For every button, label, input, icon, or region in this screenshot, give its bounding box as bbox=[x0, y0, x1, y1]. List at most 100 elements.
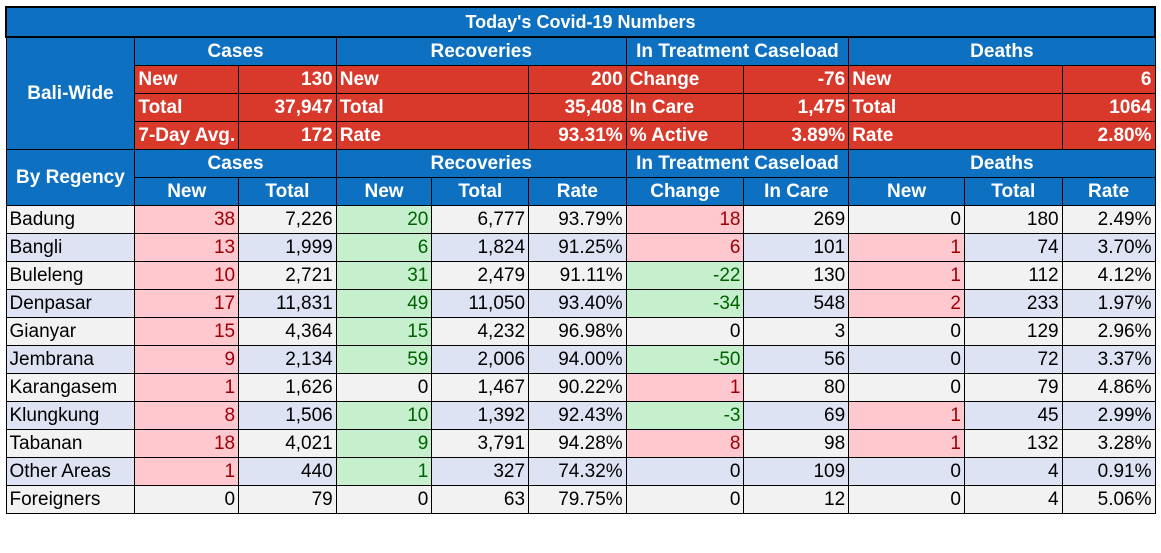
cases-total-cell: 440 bbox=[238, 457, 337, 486]
deaths-total-cell: 72 bbox=[963, 345, 1063, 374]
recovery-rate-cell: 79.75% bbox=[528, 485, 627, 514]
caseload-change-cell: -3 bbox=[625, 401, 745, 430]
regency-name: Klungkung bbox=[5, 401, 136, 430]
deaths-total-cell: 4 bbox=[963, 485, 1063, 514]
summary-value: 1064 bbox=[1061, 93, 1156, 122]
table-row: Jembrana 9 2,134 59 2,006 94.00% -50 56 0 72 3.37% bbox=[5, 345, 1156, 374]
regency-name: Buleleng bbox=[5, 261, 136, 290]
table-row: Tabanan 18 4,021 9 3,791 94.28% 8 98 1 132 3.28% bbox=[5, 429, 1156, 458]
cases-new-cell: 18 bbox=[134, 429, 240, 458]
deaths-new-cell: 1 bbox=[848, 233, 965, 262]
death-rate-cell: 5.06% bbox=[1061, 485, 1156, 514]
recoveries-new-cell: 15 bbox=[335, 317, 433, 346]
cases-total-cell: 2,134 bbox=[238, 345, 337, 374]
table-title: Today's Covid-19 Numbers bbox=[5, 6, 1156, 38]
regency-name: Foreigners bbox=[5, 485, 136, 514]
column-header: Rate bbox=[528, 177, 627, 206]
by-regency-label: By Regency bbox=[5, 149, 136, 206]
regency-name: Karangasem bbox=[5, 373, 136, 402]
death-rate-cell: 0.91% bbox=[1061, 457, 1156, 486]
regency-name: Jembrana bbox=[5, 345, 136, 374]
regency-name: Other Areas bbox=[5, 457, 136, 486]
section-header-cases: Cases bbox=[134, 36, 337, 66]
deaths-total-cell: 79 bbox=[963, 373, 1063, 402]
deaths-new-cell: 1 bbox=[848, 429, 965, 458]
summary-value: 2.80% bbox=[1061, 121, 1156, 150]
regency-name: Bangli bbox=[5, 233, 136, 262]
cases-total-cell: 2,721 bbox=[238, 261, 337, 290]
regency-name: Denpasar bbox=[5, 289, 136, 318]
caseload-change-cell: 18 bbox=[625, 205, 745, 234]
summary-value: 93.31% bbox=[528, 121, 627, 150]
deaths-new-cell: 0 bbox=[848, 345, 965, 374]
cases-total-cell: 1,999 bbox=[238, 233, 337, 262]
cases-total-cell: 4,021 bbox=[238, 429, 337, 458]
section-header-deaths: Deaths bbox=[848, 36, 1156, 66]
column-header: New bbox=[848, 177, 965, 206]
column-header: Rate bbox=[1061, 177, 1156, 206]
cases-new-cell: 0 bbox=[134, 485, 240, 514]
summary-value: 3.89% bbox=[743, 121, 850, 150]
recoveries-total-cell: 2,006 bbox=[431, 345, 530, 374]
cases-new-cell: 17 bbox=[134, 289, 240, 318]
deaths-new-cell: 0 bbox=[848, 485, 965, 514]
recoveries-total-cell: 1,467 bbox=[431, 373, 530, 402]
table-row: Other Areas 1 440 1 327 74.32% 0 109 0 4 0.91% bbox=[5, 457, 1156, 486]
cases-new-cell: 10 bbox=[134, 261, 240, 290]
section-header-recoveries: Recoveries bbox=[335, 149, 627, 178]
in-care-cell: 101 bbox=[743, 233, 850, 262]
recovery-rate-cell: 93.40% bbox=[528, 289, 627, 318]
column-header: New bbox=[335, 177, 433, 206]
in-care-cell: 69 bbox=[743, 401, 850, 430]
deaths-total-cell: 233 bbox=[963, 289, 1063, 318]
cases-new-cell: 1 bbox=[134, 457, 240, 486]
summary-value: 35,408 bbox=[528, 93, 627, 122]
recoveries-total-cell: 1,392 bbox=[431, 401, 530, 430]
recoveries-total-cell: 4,232 bbox=[431, 317, 530, 346]
cases-total-cell: 79 bbox=[238, 485, 337, 514]
recovery-rate-cell: 91.25% bbox=[528, 233, 627, 262]
death-rate-cell: 4.86% bbox=[1061, 373, 1156, 402]
column-header: Total bbox=[238, 177, 337, 206]
caseload-change-cell: -50 bbox=[625, 345, 745, 374]
summary-value: 200 bbox=[528, 65, 627, 94]
cases-new-cell: 1 bbox=[134, 373, 240, 402]
caseload-change-cell: 8 bbox=[625, 429, 745, 458]
cases-total-cell: 4,364 bbox=[238, 317, 337, 346]
summary-label: Total bbox=[134, 93, 240, 122]
deaths-new-cell: 1 bbox=[848, 401, 965, 430]
summary-label: 7-Day Avg. bbox=[134, 121, 240, 150]
summary-label: New bbox=[134, 65, 240, 94]
death-rate-cell: 2.96% bbox=[1061, 317, 1156, 346]
recovery-rate-cell: 96.98% bbox=[528, 317, 627, 346]
caseload-change-cell: -34 bbox=[625, 289, 745, 318]
deaths-total-cell: 129 bbox=[963, 317, 1063, 346]
deaths-new-cell: 2 bbox=[848, 289, 965, 318]
recoveries-total-cell: 11,050 bbox=[431, 289, 530, 318]
caseload-change-cell: 0 bbox=[625, 457, 745, 486]
recoveries-total-cell: 1,824 bbox=[431, 233, 530, 262]
recoveries-total-cell: 6,777 bbox=[431, 205, 530, 234]
in-care-cell: 3 bbox=[743, 317, 850, 346]
summary-value: -76 bbox=[743, 65, 850, 94]
caseload-change-cell: 1 bbox=[625, 373, 745, 402]
column-header: In Care bbox=[743, 177, 850, 206]
deaths-total-cell: 45 bbox=[963, 401, 1063, 430]
caseload-change-cell: -22 bbox=[625, 261, 745, 290]
in-care-cell: 109 bbox=[743, 457, 850, 486]
recovery-rate-cell: 94.00% bbox=[528, 345, 627, 374]
summary-label: Change bbox=[625, 65, 745, 94]
regency-name: Tabanan bbox=[5, 429, 136, 458]
recovery-rate-cell: 90.22% bbox=[528, 373, 627, 402]
cases-new-cell: 9 bbox=[134, 345, 240, 374]
table-row: Gianyar 15 4,364 15 4,232 96.98% 0 3 0 129 2.96% bbox=[5, 317, 1156, 346]
cases-total-cell: 11,831 bbox=[238, 289, 337, 318]
summary-value: 1,475 bbox=[743, 93, 850, 122]
table-row: Karangasem 1 1,626 0 1,467 90.22% 1 80 0 79 4.86% bbox=[5, 373, 1156, 402]
table-row: Foreigners 0 79 0 63 79.75% 0 12 0 4 5.06% bbox=[5, 485, 1156, 514]
column-header: Total bbox=[431, 177, 530, 206]
summary-label: % Active bbox=[625, 121, 745, 150]
recoveries-new-cell: 1 bbox=[335, 457, 433, 486]
deaths-total-cell: 132 bbox=[963, 429, 1063, 458]
section-header-cases: Cases bbox=[134, 149, 337, 178]
